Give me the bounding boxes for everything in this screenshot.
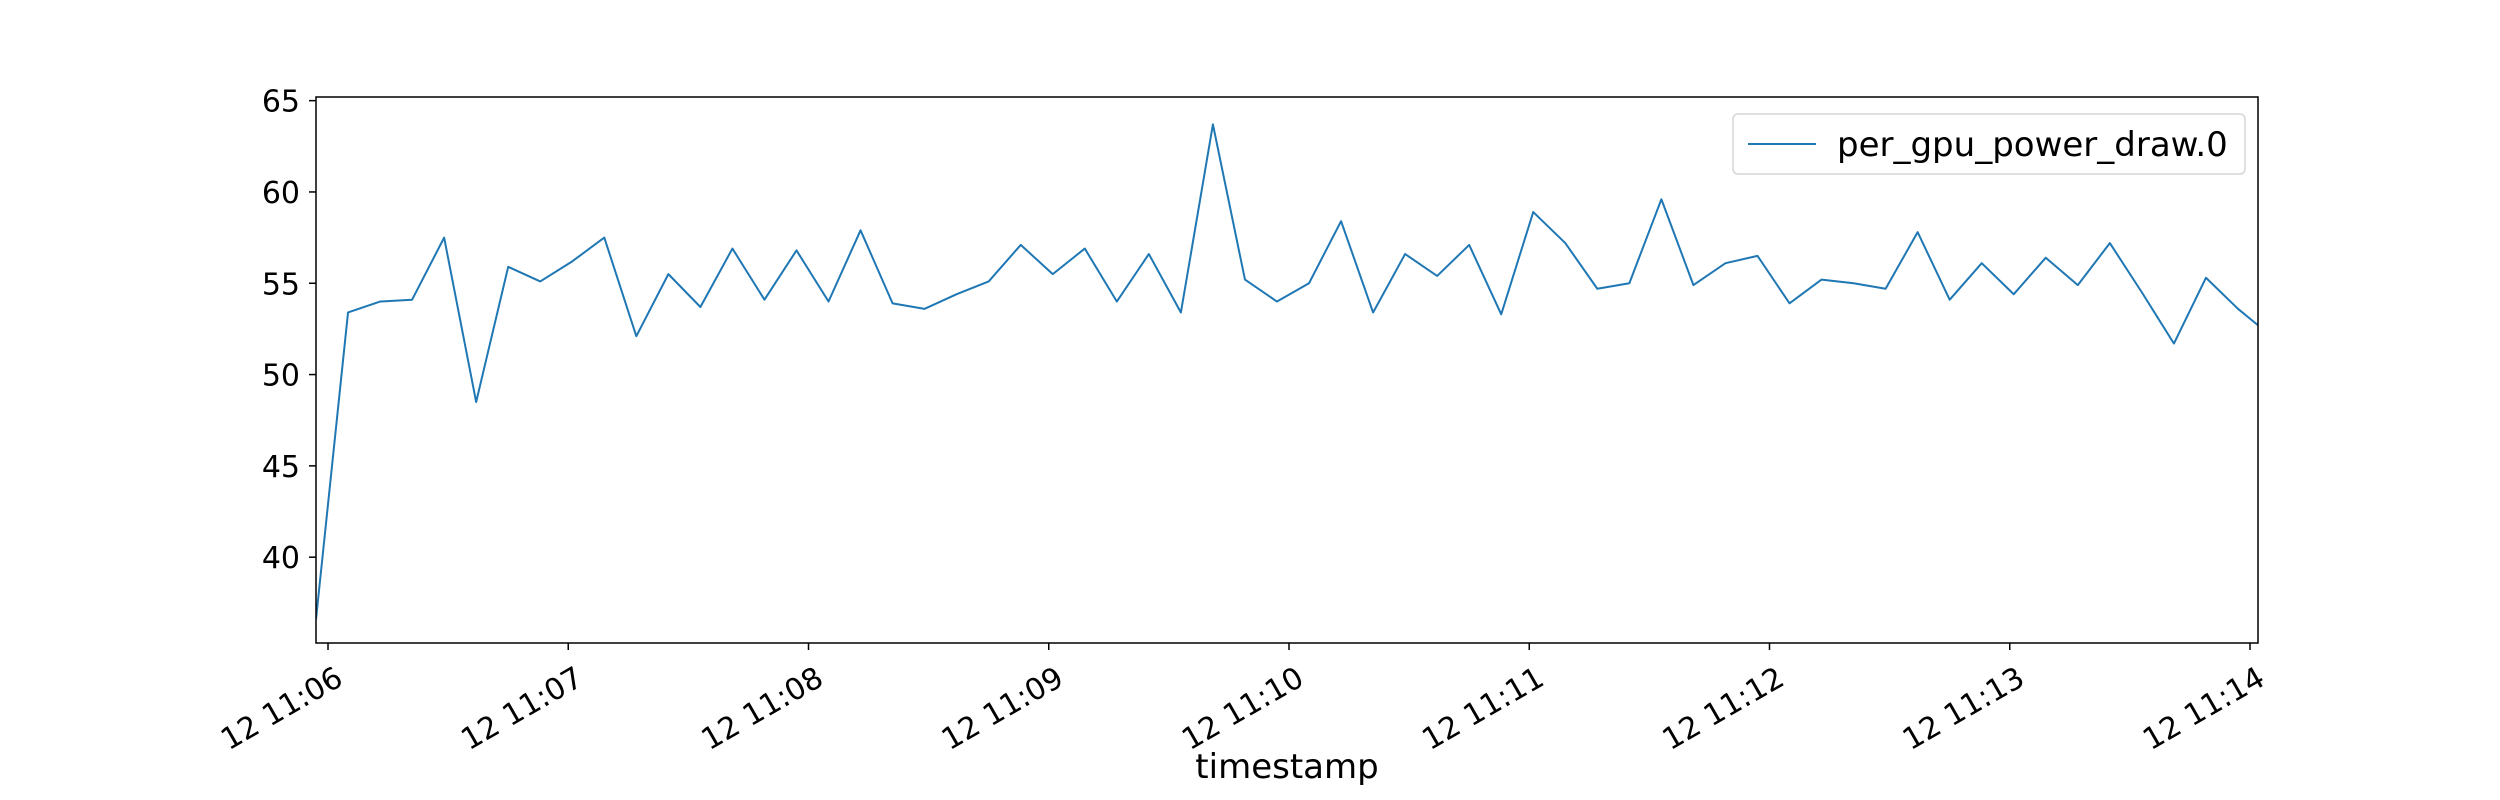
y-tick-label: 45 [262,450,300,485]
series-layer [316,123,2258,620]
legend-label: per_gpu_power_draw.0 [1837,125,2228,165]
y-tick-label: 60 [262,176,300,211]
y-tick-label: 40 [262,541,300,576]
legend-box [1732,113,2246,175]
y-axis: 40 45 50 55 60 65 [262,85,316,576]
series-line [316,123,2258,620]
plot-area [315,96,2259,644]
y-tick-label: 65 [262,85,300,120]
axes-frame [315,96,2259,644]
x-axis-title: timestamp [1195,747,1378,787]
axes-background [316,97,2258,643]
y-tick-label: 50 [262,359,300,394]
legend: per_gpu_power_draw.0 [1732,113,2246,175]
y-tick-label: 55 [262,267,300,302]
